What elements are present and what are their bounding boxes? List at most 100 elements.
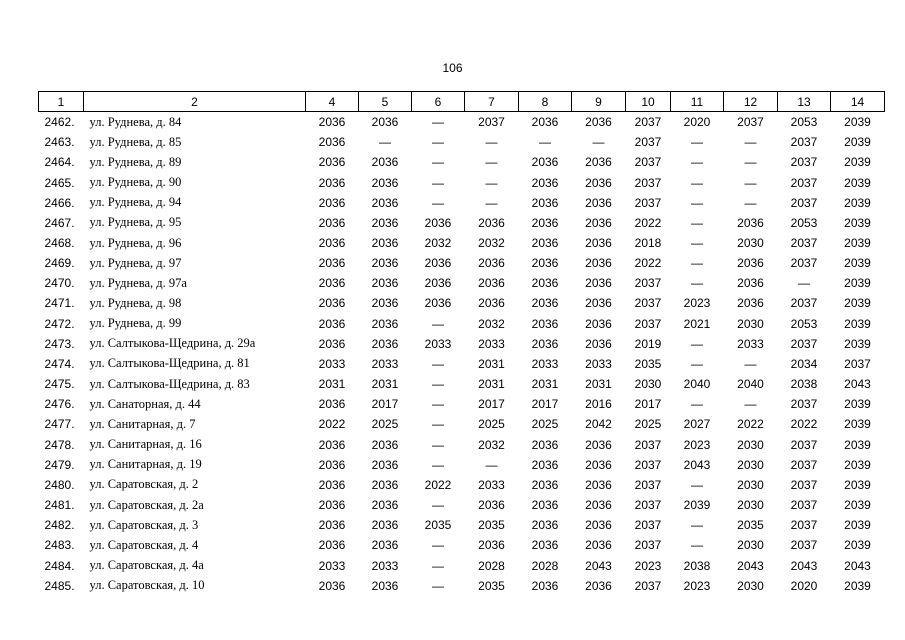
year-cell: 2036	[737, 256, 764, 271]
year-cell: 2036	[371, 215, 399, 230]
address: ул. Руднева, д. 95	[89, 215, 182, 230]
year-cell: 2036	[531, 498, 559, 513]
address: ул. Салтыкова-Щедрина, д. 83	[89, 376, 250, 391]
year-cell: 2036	[531, 477, 559, 492]
year-cell: 2036	[531, 578, 559, 593]
row-number: 2467.	[44, 215, 75, 230]
header-cell: 6	[411, 91, 465, 112]
row-number: 2466.	[44, 195, 75, 210]
year-cell: 2035	[424, 518, 452, 533]
year-cell: 2036	[585, 236, 612, 251]
year-cell: 2036	[585, 538, 612, 553]
year-cell: 2037	[634, 498, 662, 513]
year-cell: 2036	[585, 195, 612, 210]
year-cell: 2032	[478, 236, 505, 251]
table-row: 2468. ул. Руднева, д. 96 2036 2036 2032 2032 2…	[39, 233, 885, 253]
year-cell: —	[432, 457, 444, 472]
year-cell: 2036	[318, 135, 346, 150]
year-cell: —	[798, 276, 810, 291]
year-cell: 2022	[737, 417, 764, 432]
year-cell: 2036	[737, 215, 764, 230]
table-row: 2469. ул. Руднева, д. 97 2036 2036 2036 2036 2…	[39, 253, 885, 273]
header-cell: 7	[464, 91, 519, 112]
year-cell: 2036	[318, 296, 346, 311]
year-cell: 2033	[737, 336, 764, 351]
year-cell: 2037	[790, 397, 818, 412]
year-cell: 2039	[844, 195, 871, 210]
row-number: 2473.	[44, 336, 75, 351]
year-cell: 2037	[790, 195, 818, 210]
year-cell: 2037	[790, 538, 818, 553]
year-cell: 2036	[585, 115, 612, 130]
address: ул. Руднева, д. 84	[89, 114, 182, 129]
year-cell: 2033	[371, 356, 399, 371]
table-row: 2478. ул. Санитарная, д. 16 2036 2036 — 2032 2…	[39, 435, 885, 455]
row-number: 2485.	[44, 578, 75, 593]
year-cell: 2036	[318, 457, 346, 472]
year-cell: 2042	[585, 417, 612, 432]
year-cell: 2030	[634, 377, 662, 392]
year-cell: 2036	[371, 457, 399, 472]
year-cell: —	[691, 477, 703, 492]
year-cell: —	[744, 195, 757, 210]
year-cell: 2039	[844, 336, 871, 351]
year-cell: 2037	[790, 236, 818, 251]
year-cell: 2022	[424, 477, 452, 492]
table-row: 2481. ул. Саратовская, д. 2а 2036 2036 — 2036…	[39, 495, 885, 515]
year-cell: 2031	[318, 377, 346, 392]
year-cell: 2037	[634, 457, 662, 472]
year-cell: 2037	[634, 155, 662, 170]
year-cell: 2035	[634, 356, 662, 371]
row-number: 2475.	[44, 377, 75, 392]
year-cell: 2030	[737, 498, 764, 513]
table-row: 2474. ул. Салтыкова-Щедрина, д. 81 2033 203…	[39, 354, 885, 374]
header-cell: 1	[38, 91, 84, 112]
year-cell: 2036	[531, 276, 559, 291]
year-cell: 2023	[683, 437, 711, 452]
year-cell: 2036	[531, 256, 559, 271]
header-cell: 10	[625, 91, 671, 112]
year-cell: 2033	[531, 356, 559, 371]
address: ул. Саратовская, д. 10	[89, 578, 205, 593]
address: ул. Саратовская, д. 2а	[89, 497, 204, 512]
year-cell: —	[744, 135, 757, 150]
year-cell: 2036	[585, 276, 612, 291]
year-cell: 2037	[634, 175, 662, 190]
year-cell: 2036	[371, 296, 399, 311]
year-cell: —	[432, 175, 444, 190]
year-cell: 2037	[634, 115, 662, 130]
year-cell: —	[691, 135, 703, 150]
year-cell: 2031	[478, 356, 505, 371]
year-cell: 2020	[790, 578, 818, 593]
year-cell: 2031	[531, 377, 559, 392]
year-cell: —	[691, 518, 703, 533]
year-cell: 2036	[318, 336, 346, 351]
year-cell: 2036	[585, 518, 612, 533]
year-cell: 2037	[790, 477, 818, 492]
year-cell: 2036	[371, 538, 399, 553]
year-cell: —	[485, 135, 498, 150]
year-cell: 2036	[531, 296, 559, 311]
year-cell: 2036	[531, 316, 559, 331]
year-cell: 2036	[424, 296, 452, 311]
year-cell: 2036	[531, 518, 559, 533]
year-cell: —	[691, 195, 703, 210]
table-row: 2483. ул. Саратовская, д. 4 2036 2036 — 2036 2…	[39, 535, 885, 555]
table-row: 2484. ул. Саратовская, д. 4а 2033 2033 — 2028…	[39, 555, 885, 575]
year-cell: —	[432, 356, 444, 371]
year-cell: 2036	[585, 498, 612, 513]
address: ул. Руднева, д. 97	[89, 255, 182, 270]
year-cell: 2039	[844, 518, 871, 533]
year-cell: 2030	[737, 457, 764, 472]
year-cell: 2017	[371, 397, 399, 412]
year-cell: —	[691, 236, 703, 251]
year-cell: 2036	[585, 256, 612, 271]
year-cell: —	[744, 155, 757, 170]
address: ул. Руднева, д. 98	[89, 295, 182, 310]
header-cell: 14	[830, 91, 885, 112]
year-cell: 2033	[371, 558, 399, 573]
year-cell: 2016	[585, 397, 612, 412]
year-cell: 2036	[737, 296, 764, 311]
year-cell: 2039	[844, 115, 871, 130]
year-cell: —	[744, 356, 757, 371]
